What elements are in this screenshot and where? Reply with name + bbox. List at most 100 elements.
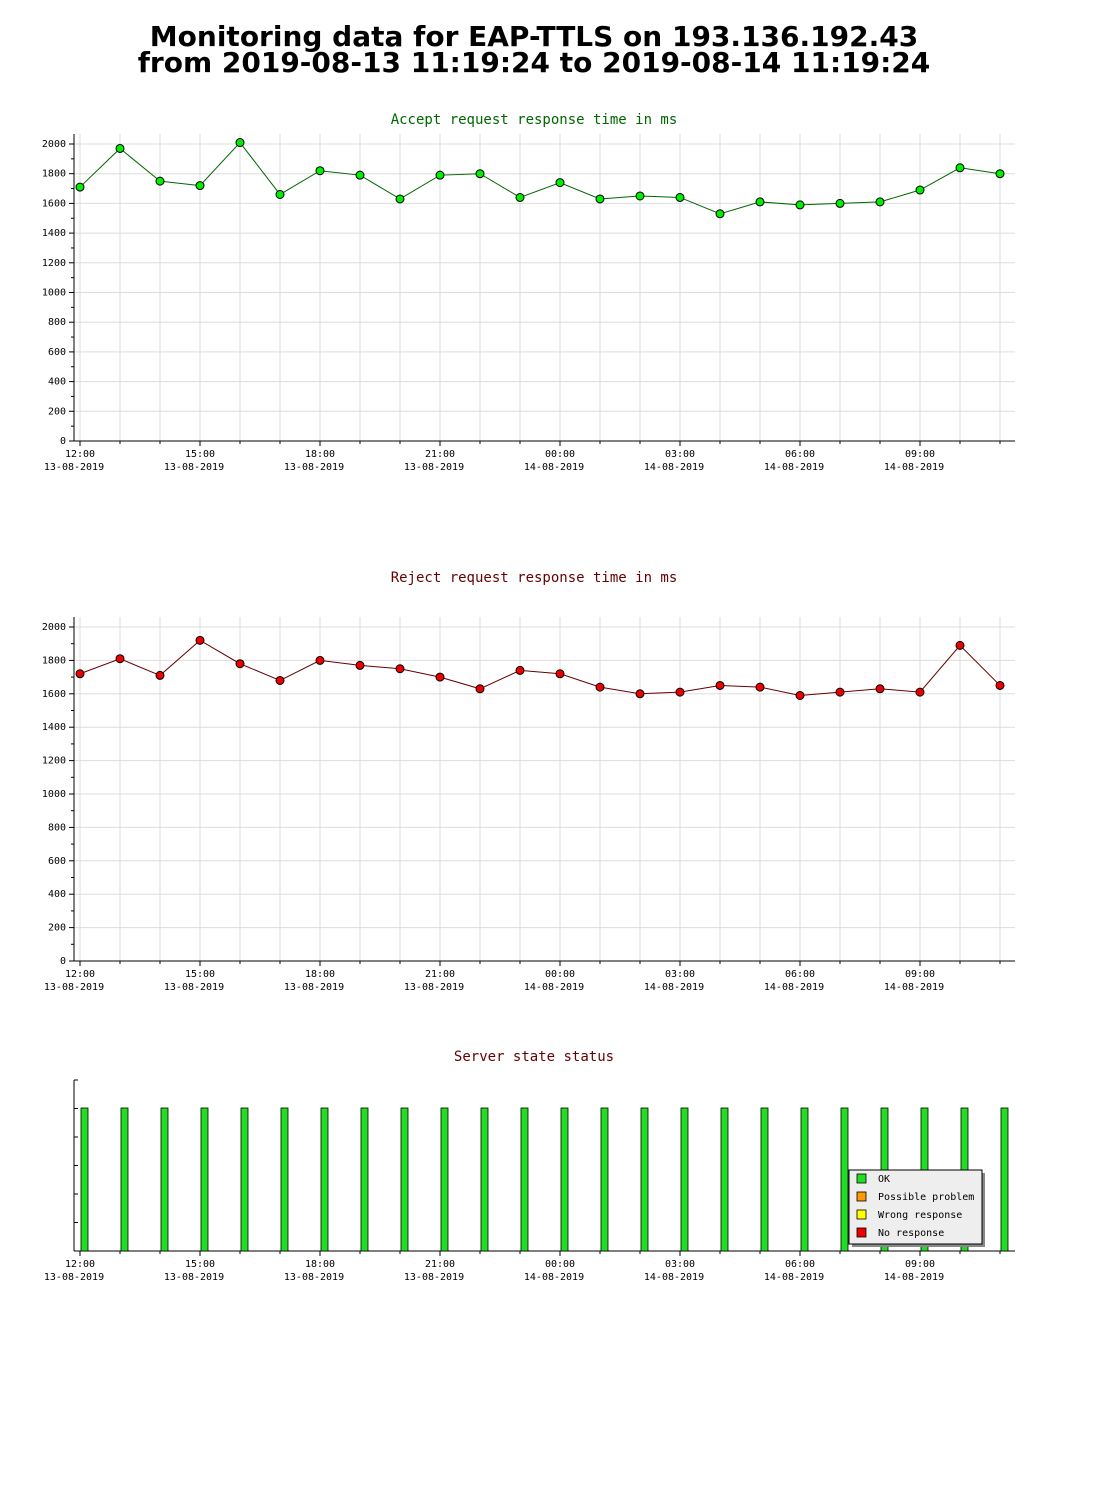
legend-label: Possible problem	[878, 1192, 974, 1203]
x-tick-label-date: 14-08-2019	[644, 462, 704, 473]
y-tick-label: 1600	[42, 198, 66, 209]
y-tick-label: 2000	[42, 622, 66, 633]
data-point	[995, 169, 1005, 179]
grid	[74, 617, 1015, 961]
y-tick-label: 800	[48, 317, 66, 328]
x-tick-label-time: 12:00	[65, 1259, 95, 1270]
data-point	[555, 178, 565, 188]
legend-label: No response	[878, 1228, 944, 1239]
data-point	[915, 687, 925, 697]
x-tick-label-date: 13-08-2019	[164, 982, 224, 993]
data-point	[635, 191, 645, 201]
data-point	[915, 185, 925, 195]
legend-swatch	[856, 1209, 867, 1220]
accept-chart-title: Accept request response time in ms	[390, 112, 678, 128]
x-tick-label-time: 09:00	[905, 449, 935, 460]
data-point	[435, 672, 445, 682]
status-bar	[560, 1107, 569, 1252]
status-bar	[800, 1107, 809, 1252]
data-point	[595, 682, 605, 692]
x-tick-label-date: 14-08-2019	[884, 1272, 944, 1283]
accept-response-chart: 0 200 400 600 800 1000 1200 1400 1600 1800 2000 12:…	[42, 134, 1015, 473]
x-tick-label-date: 14-08-2019	[524, 982, 584, 993]
data-point	[275, 675, 285, 685]
legend-label: Wrong response	[878, 1210, 962, 1221]
status-bar	[1000, 1107, 1009, 1252]
legend-swatch	[856, 1173, 867, 1184]
status-bar	[600, 1107, 609, 1252]
x-tick-label-date: 13-08-2019	[164, 1272, 224, 1283]
y-tick-label: 1800	[42, 655, 66, 666]
x-tick-label-time: 18:00	[305, 1259, 335, 1270]
status-bar	[80, 1107, 89, 1252]
x-tick-label-time: 15:00	[185, 969, 215, 980]
data-point	[755, 682, 765, 692]
x-tick-label-date: 14-08-2019	[524, 1272, 584, 1283]
status-bar	[120, 1107, 129, 1252]
x-tick-label-time: 21:00	[425, 449, 455, 460]
data-point	[75, 182, 85, 192]
status-bar	[480, 1107, 489, 1252]
x-tick-label-time: 06:00	[785, 969, 815, 980]
data-point	[675, 192, 685, 202]
data-point	[595, 194, 605, 204]
x-tick-label-date: 13-08-2019	[404, 1272, 464, 1283]
x-tick-label-date: 14-08-2019	[764, 982, 824, 993]
x-tick-label-time: 00:00	[545, 969, 575, 980]
data-point	[795, 690, 805, 700]
data-point	[155, 670, 165, 680]
y-tick-label: 400	[48, 377, 66, 388]
status-bar	[720, 1107, 729, 1252]
status-bar	[640, 1107, 649, 1252]
x-tick-label-time: 09:00	[905, 969, 935, 980]
x-tick-label-time: 03:00	[665, 969, 695, 980]
data-point	[875, 684, 885, 694]
data-point	[795, 200, 805, 210]
x-tick-label-date: 14-08-2019	[524, 462, 584, 473]
x-tick-label-date: 14-08-2019	[884, 982, 944, 993]
data-point	[115, 143, 125, 153]
reject-response-chart: 0 200 400 600 800 1000 1200 1400 1600 1800 2000 12:…	[42, 617, 1015, 993]
x-tick-label-time: 18:00	[305, 969, 335, 980]
data-point	[235, 659, 245, 669]
y-tick-label: 0	[60, 436, 66, 447]
legend-swatch	[856, 1191, 867, 1202]
data-point	[475, 169, 485, 179]
legend: OK Possible problem Wrong response No respo…	[848, 1169, 985, 1247]
status-bar	[440, 1107, 449, 1252]
status-bar	[760, 1107, 769, 1252]
y-tick-label: 200	[48, 406, 66, 417]
x-tick-label-time: 00:00	[545, 449, 575, 460]
y-tick-label: 1800	[42, 169, 66, 180]
data-point	[355, 660, 365, 670]
x-tick-label-date: 13-08-2019	[284, 462, 344, 473]
y-tick-label: 1200	[42, 258, 66, 269]
x-tick-label-date: 13-08-2019	[44, 982, 104, 993]
data-point	[835, 687, 845, 697]
x-tick-label-time: 03:00	[665, 449, 695, 460]
data-point	[155, 176, 165, 186]
x-tick-label-time: 15:00	[185, 449, 215, 460]
y-tick-label: 1600	[42, 689, 66, 700]
reject-chart-title: Reject request response time in ms	[390, 570, 678, 586]
y-tick-label: 800	[48, 822, 66, 833]
data-point	[755, 197, 765, 207]
status-bar	[520, 1107, 529, 1252]
data-point	[115, 654, 125, 664]
y-tick-label: 0	[60, 956, 66, 967]
x-tick-label-time: 21:00	[425, 1259, 455, 1270]
title-line-2: from 2019-08-13 11:19:24 to 2019-08-14 1…	[137, 46, 931, 79]
data-point	[475, 684, 485, 694]
x-tick-label-time: 06:00	[785, 1259, 815, 1270]
x-tick-label-date: 13-08-2019	[284, 982, 344, 993]
data-point	[715, 209, 725, 219]
x-tick-label-time: 12:00	[65, 969, 95, 980]
x-tick-label-time: 21:00	[425, 969, 455, 980]
x-tick-label-date: 14-08-2019	[764, 1272, 824, 1283]
status-chart-title: Server state status	[453, 1049, 615, 1065]
x-tick-label-date: 13-08-2019	[164, 462, 224, 473]
page-title: Monitoring data for EAP-TTLS on 193.136.…	[0, 23, 1068, 79]
y-tick-label: 1200	[42, 756, 66, 767]
data-point	[515, 192, 525, 202]
series-line	[79, 639, 1001, 696]
